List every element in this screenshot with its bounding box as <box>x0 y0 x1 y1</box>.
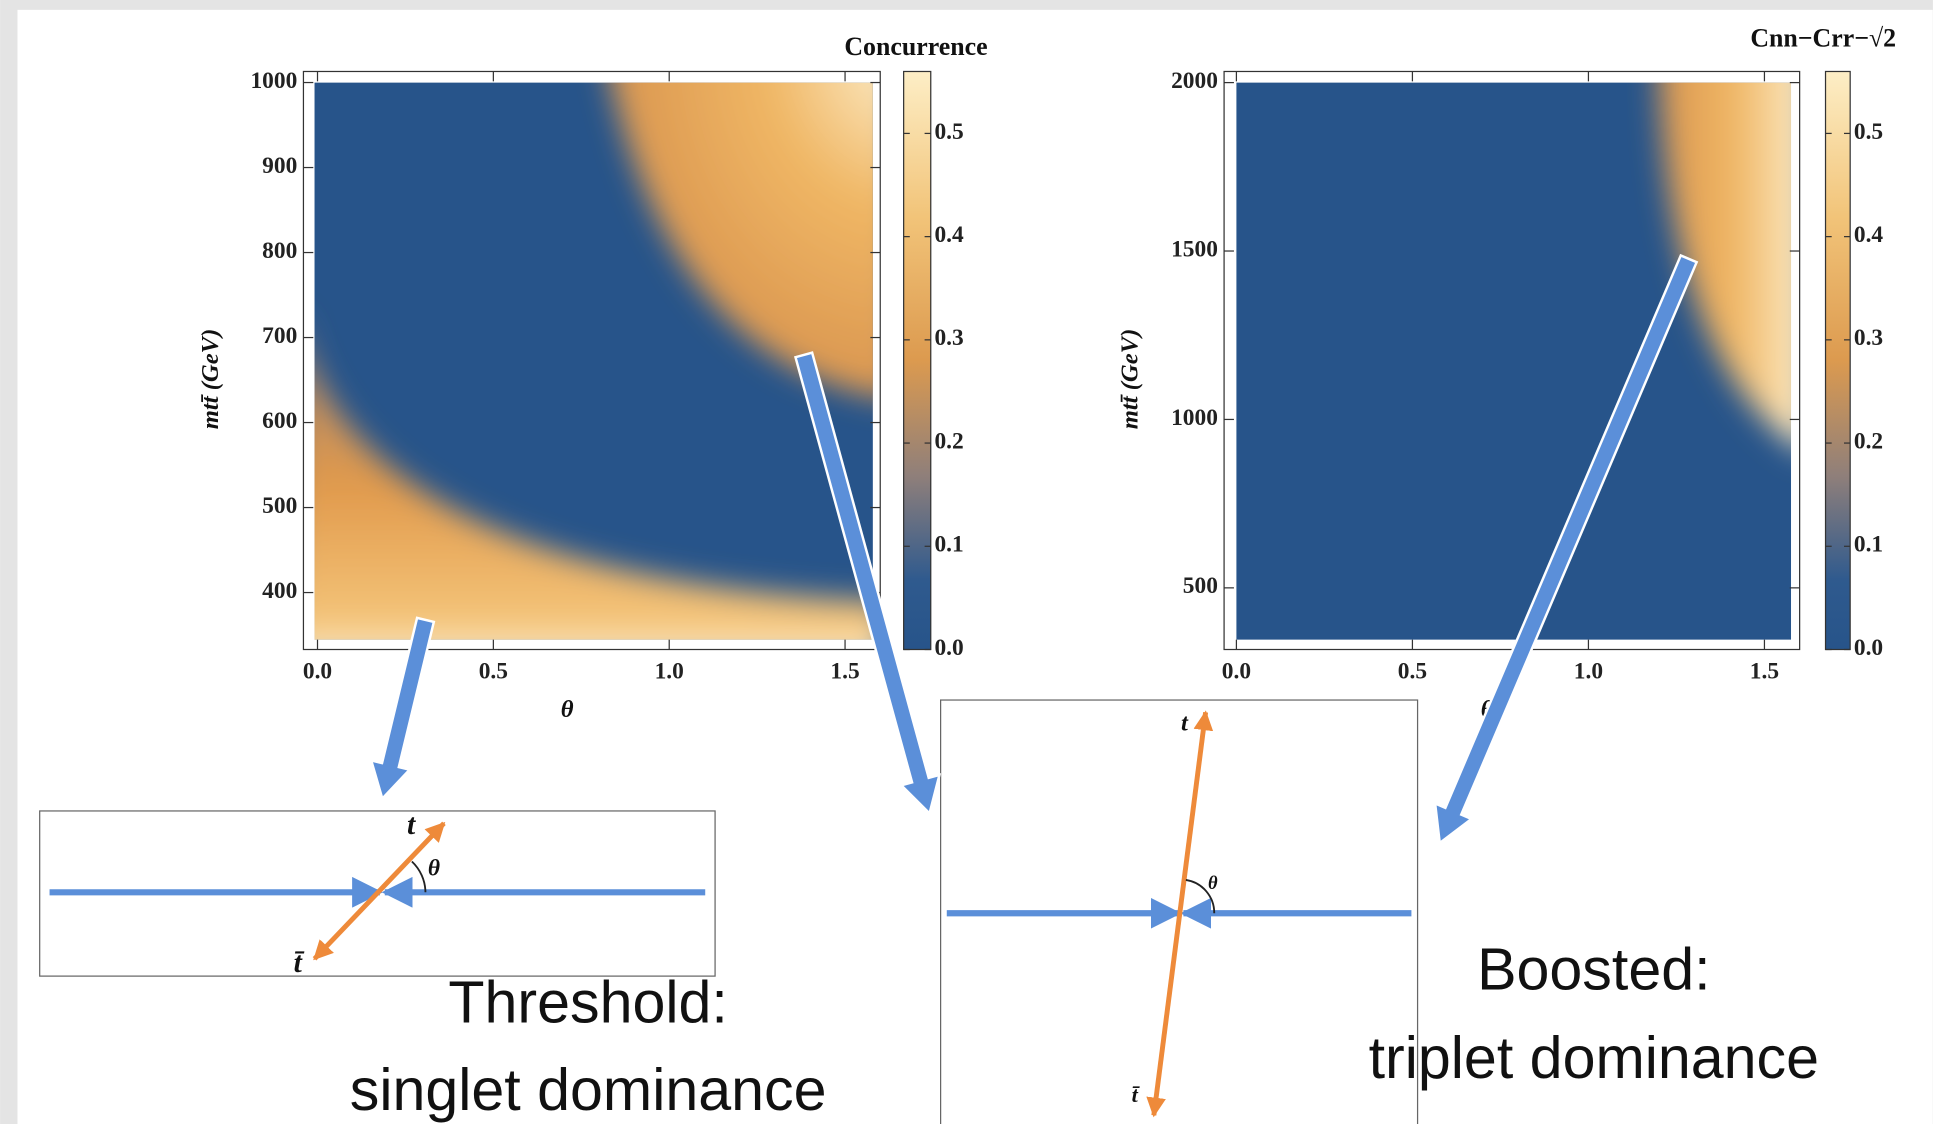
angle-arc <box>1185 879 1216 914</box>
x-tick-label: 1.0 <box>655 658 684 684</box>
y-axis-label: mtt̄ (GeV) <box>1116 329 1143 430</box>
x-tick-label: 1.5 <box>1750 658 1779 684</box>
density-region <box>1659 82 1792 442</box>
density-region <box>611 82 873 396</box>
y-tick-label: 700 <box>262 323 297 349</box>
antitop-label: t̄ <box>1132 1082 1141 1107</box>
y-tick-label: 1000 <box>1171 405 1218 431</box>
chart-title: Cnn−Crr−√2 <box>1750 24 1896 53</box>
y-tick-label: 500 <box>1183 573 1218 599</box>
caption: Boosted: <box>1477 935 1710 1002</box>
angle-arc <box>411 860 427 893</box>
colorbar-tick-label: 0.1 <box>1854 532 1883 558</box>
x-tick-label: 1.5 <box>830 658 859 684</box>
antitop-label: t̄ <box>294 947 306 979</box>
y-tick-label: 2000 <box>1171 68 1218 94</box>
colorbar-tick-label: 0.1 <box>934 532 963 558</box>
density-field <box>1236 82 1792 640</box>
density-region <box>314 368 873 640</box>
pointer-arrow <box>369 616 436 802</box>
colorbar-tick-label: 0.4 <box>1854 222 1884 248</box>
y-tick-label: 500 <box>262 493 297 519</box>
y-tick-label: 1000 <box>250 68 297 94</box>
y-tick-label: 800 <box>262 238 297 264</box>
y-tick-label: 900 <box>262 153 297 179</box>
colorbar <box>903 70 932 651</box>
x-tick-label: 0.0 <box>1222 658 1251 684</box>
caption: singlet dominance <box>350 1056 827 1123</box>
caption: Threshold: <box>448 969 727 1036</box>
top-label: t <box>1181 709 1189 736</box>
colorbar-tick-label: 0.5 <box>1854 119 1883 145</box>
chart-title: Concurrence <box>844 32 987 61</box>
top-pair <box>312 821 446 961</box>
colorbar-tick-label: 0.2 <box>934 428 963 454</box>
colorbar-tick-label: 0.3 <box>1854 325 1883 351</box>
y-axis-label: mtt̄ (GeV) <box>197 329 224 430</box>
top-pair <box>1146 710 1214 1118</box>
x-tick-label: 0.0 <box>303 658 332 684</box>
x-tick-label: 0.5 <box>479 658 508 684</box>
pointer-arrow <box>793 351 942 816</box>
angle-label: θ <box>428 855 440 881</box>
pointer-arrow <box>1433 253 1699 846</box>
colorbar <box>1824 70 1851 651</box>
caption: triplet dominance <box>1369 1024 1819 1091</box>
colorbar-tick-label: 0.2 <box>1854 428 1883 454</box>
x-axis-label: θ <box>561 696 574 723</box>
colorbar-tick-label: 0.3 <box>934 325 963 351</box>
x-tick-label: 1.0 <box>1574 658 1603 684</box>
colorbar-tick-label: 0.0 <box>1854 635 1883 661</box>
y-tick-label: 1500 <box>1171 236 1218 262</box>
y-tick-label: 400 <box>262 578 297 604</box>
colorbar-tick-label: 0.4 <box>934 222 964 248</box>
y-tick-label: 600 <box>262 408 297 434</box>
angle-label: θ <box>1208 873 1218 893</box>
x-tick-label: 0.5 <box>1398 658 1427 684</box>
colorbar-tick-label: 0.5 <box>934 119 963 145</box>
top-label: t <box>407 809 416 841</box>
colorbar-tick-label: 0.0 <box>934 635 963 661</box>
density-field <box>314 82 873 640</box>
